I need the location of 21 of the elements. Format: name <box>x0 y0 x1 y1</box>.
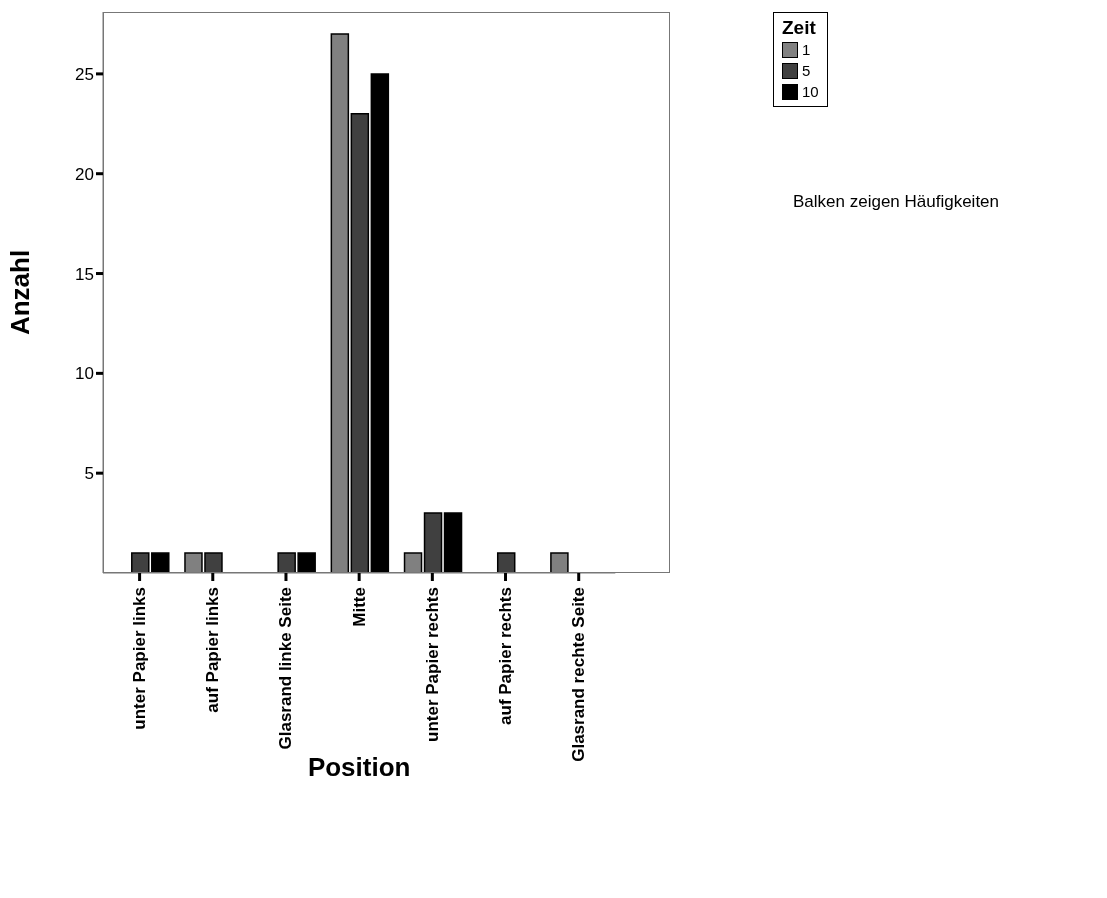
bar <box>443 512 463 573</box>
y-tick-label: 10 <box>75 364 94 384</box>
y-tick-label: 25 <box>75 64 94 84</box>
x-tick-label: Glasrand linke Seite <box>276 587 296 750</box>
y-axis-title: Anzahl <box>5 249 36 336</box>
x-axis-title: Position <box>307 752 411 783</box>
text: Balken zeigen Häufigkeiten <box>793 192 1000 212</box>
x-tick-label: unter Papier links <box>130 587 150 730</box>
legend-label: 10 <box>801 82 819 102</box>
bar <box>370 73 390 573</box>
legend-title: Zeit <box>782 17 817 39</box>
y-tick-label: 5 <box>84 464 94 484</box>
x-tick-label: unter Papier rechts <box>422 587 442 742</box>
x-tick-label: auf Papier links <box>203 587 223 713</box>
legend-label: 1 <box>801 40 812 60</box>
x-tick-label: Glasrand rechte Seite <box>569 587 589 762</box>
y-tick-label: 20 <box>75 164 94 184</box>
x-tick-label: Mitte <box>349 587 369 627</box>
legend-label: 5 <box>801 61 812 81</box>
x-tick-label: auf Papier rechts <box>496 587 516 725</box>
y-tick-label: 15 <box>75 264 94 284</box>
